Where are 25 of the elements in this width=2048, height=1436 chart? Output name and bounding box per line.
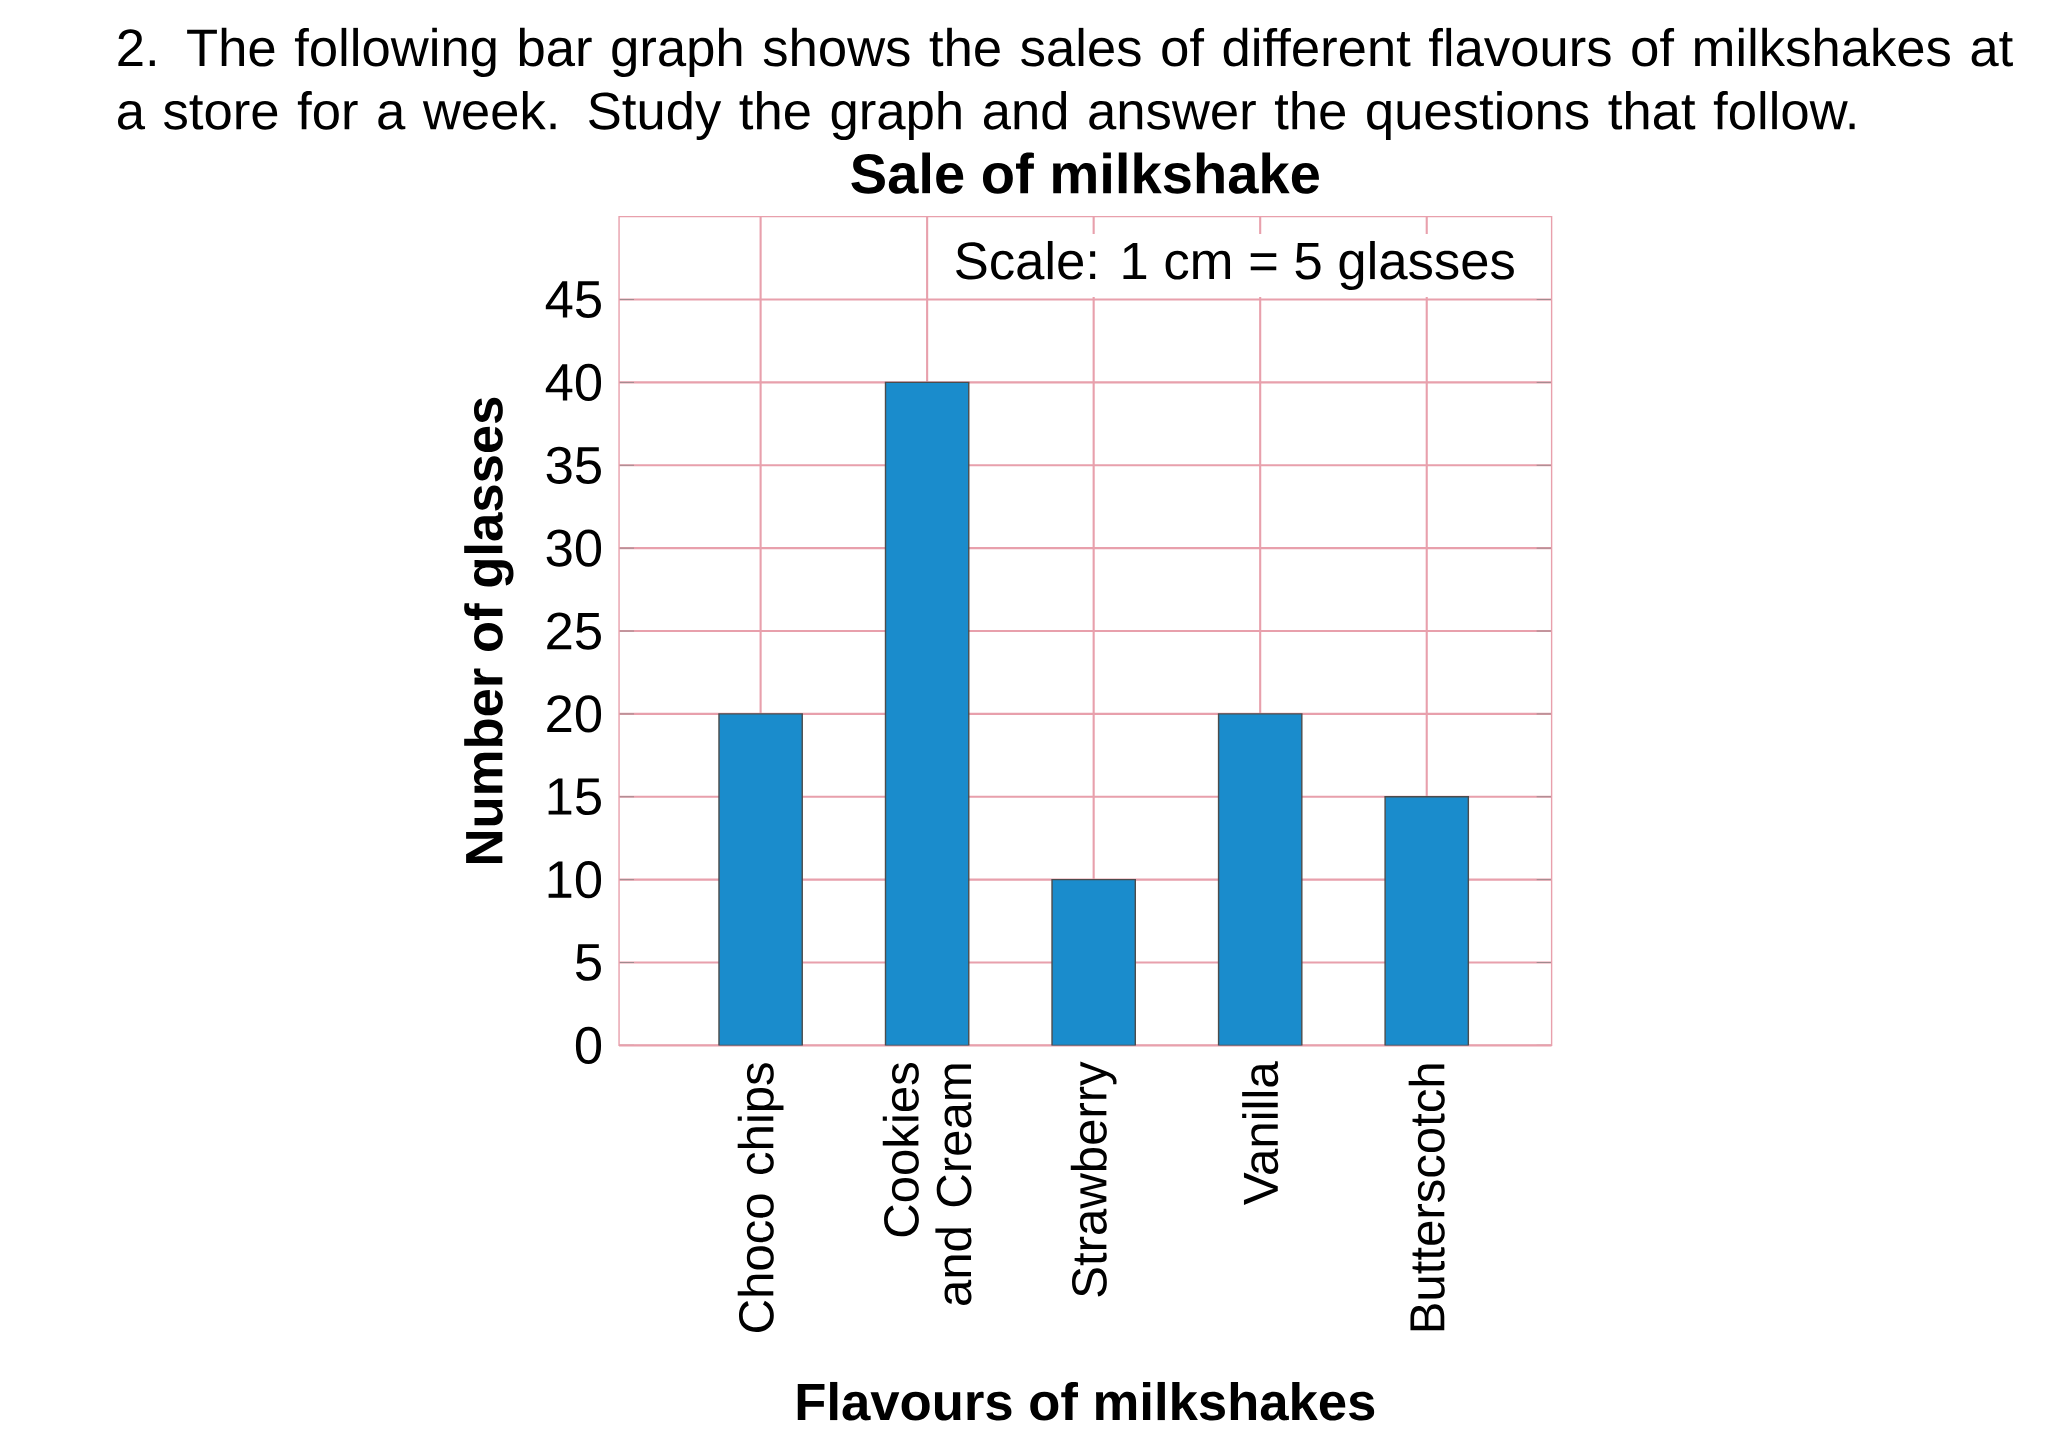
x-tick-label: Choco chips: [737, 1063, 784, 1332]
y-tick-label: 15: [548, 778, 601, 816]
y-tick-label: 5: [575, 944, 601, 981]
x-tick-label: Vanilla: [1242, 1061, 1279, 1205]
bar: [1217, 713, 1303, 1046]
y-tick-label: 35: [546, 446, 601, 484]
y-tick-label: 30: [546, 529, 602, 567]
y-tick-label: 0: [575, 1026, 602, 1065]
bar: [718, 713, 803, 1046]
bar: [1051, 879, 1136, 1046]
y-tick-label: 10: [548, 861, 602, 899]
chart-title: Sale of milkshake: [851, 152, 1319, 194]
y-axis-title: Number of glasses: [464, 397, 514, 864]
y-tick-label: 20: [547, 695, 602, 733]
x-tick-label: Cookies and Cream: [882, 1063, 972, 1306]
bar: [1384, 796, 1470, 1046]
x-tick-label: Strawberry: [1070, 1061, 1117, 1297]
x-axis-title: Flavours of milkshakes: [797, 1382, 1375, 1421]
text: 2. The following bar graph shows the sales of different flavours of milkshakes at a store for a week. Study the graph and answer the questions that follow.: [118, 27, 2013, 141]
annotation: Scale: 1 cm = 5 glasses: [956, 241, 1514, 291]
y-tick-label: 40: [545, 363, 602, 402]
y-tick-label: 25: [547, 612, 601, 650]
y-tick-label: 45: [545, 281, 601, 318]
bar: [884, 381, 970, 1046]
x-tick-label: Butterscotch: [1408, 1064, 1445, 1331]
